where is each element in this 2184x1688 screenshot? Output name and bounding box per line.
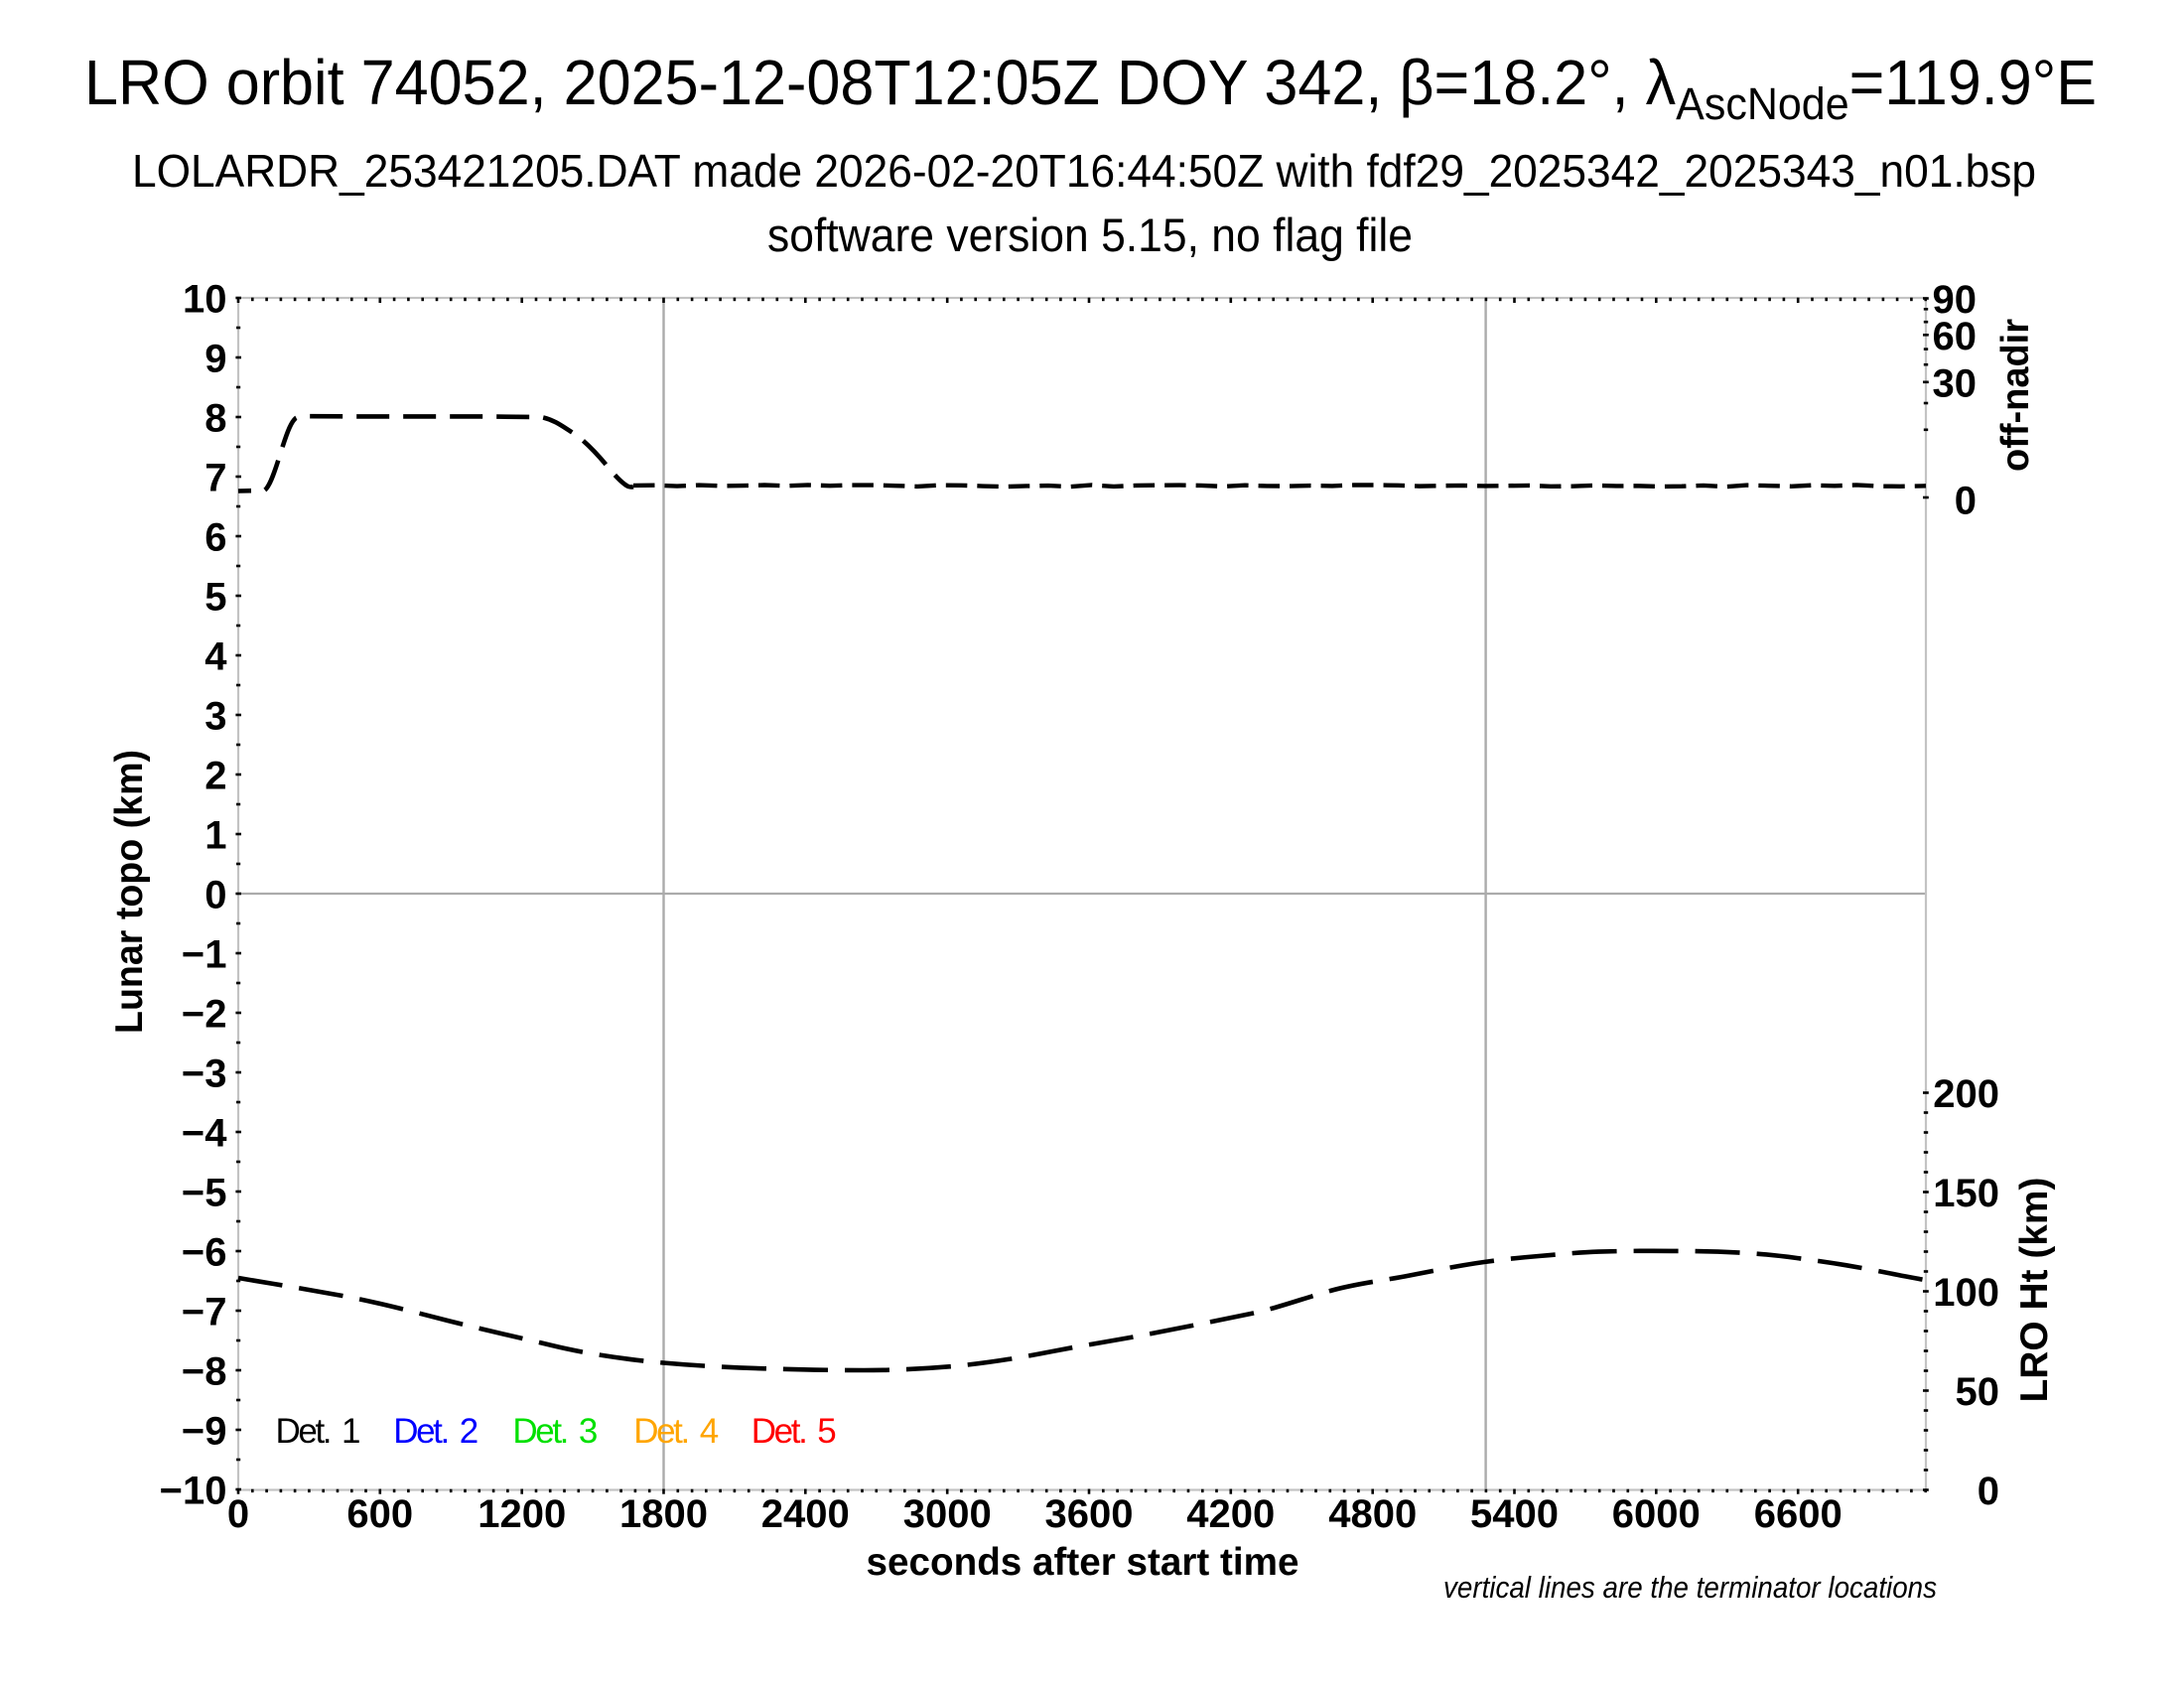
svg-text:−7: −7 [182,1291,227,1335]
svg-text:8: 8 [205,397,226,441]
svg-text:LOLARDR_253421205.DAT made 202: LOLARDR_253421205.DAT made 2026-02-20T16… [132,145,2036,197]
svg-text:−4: −4 [182,1112,227,1156]
svg-text:4800: 4800 [1328,1492,1417,1536]
svg-text:Det.: Det. [751,1412,808,1451]
svg-text:LRO Ht (km): LRO Ht (km) [2013,1178,2056,1403]
svg-text:4: 4 [700,1412,719,1451]
svg-text:200: 200 [1933,1072,1999,1116]
svg-text:1800: 1800 [619,1492,708,1536]
svg-text:−1: −1 [182,933,227,977]
svg-text:−6: −6 [182,1231,227,1275]
svg-text:600: 600 [346,1492,413,1536]
svg-text:software version 5.15, no flag: software version 5.15, no flag file [767,209,1413,261]
svg-text:3: 3 [205,695,226,739]
svg-text:Det.: Det. [393,1412,450,1451]
svg-text:10: 10 [183,278,227,322]
svg-text:60: 60 [1933,315,1978,358]
svg-text:−3: −3 [182,1053,227,1096]
svg-text:5: 5 [817,1412,836,1451]
svg-text:5: 5 [205,576,226,620]
svg-text:6000: 6000 [1612,1492,1701,1536]
svg-text:2: 2 [460,1412,478,1451]
svg-text:2: 2 [205,755,226,798]
svg-text:3000: 3000 [903,1492,992,1536]
svg-text:3: 3 [579,1412,598,1451]
svg-text:off-nadir: off-nadir [1994,319,2037,472]
svg-text:0: 0 [1955,480,1977,523]
svg-text:150: 150 [1933,1172,1999,1215]
svg-text:5400: 5400 [1470,1492,1559,1536]
svg-text:−8: −8 [182,1350,227,1394]
svg-text:−2: −2 [182,993,227,1037]
svg-text:Det.: Det. [276,1412,333,1451]
svg-text:seconds after start time: seconds after start time [867,1541,1299,1584]
svg-text:4200: 4200 [1186,1492,1275,1536]
svg-text:0: 0 [205,874,226,917]
svg-text:7: 7 [205,457,226,500]
svg-text:−5: −5 [182,1172,227,1215]
svg-text:9: 9 [205,338,226,381]
svg-text:90: 90 [1933,278,1978,322]
svg-text:6600: 6600 [1754,1492,1843,1536]
svg-text:−10: −10 [160,1470,227,1513]
svg-text:0: 0 [227,1492,249,1536]
svg-text:−9: −9 [182,1410,227,1454]
svg-text:6: 6 [205,516,226,560]
svg-text:100: 100 [1933,1271,1999,1315]
svg-text:50: 50 [1956,1370,2000,1414]
svg-text:1: 1 [205,814,226,858]
svg-text:30: 30 [1933,361,1978,405]
svg-text:0: 0 [1978,1470,1999,1513]
svg-text:3600: 3600 [1045,1492,1134,1536]
svg-text:2400: 2400 [761,1492,850,1536]
svg-text:1: 1 [341,1412,360,1451]
svg-text:Det.: Det. [633,1412,690,1451]
svg-text:Det.: Det. [512,1412,569,1451]
svg-text:Lunar topo (km): Lunar topo (km) [108,750,151,1034]
svg-text:4: 4 [205,635,227,679]
svg-text:1200: 1200 [478,1492,566,1536]
svg-text:vertical lines are the termina: vertical lines are the terminator locati… [1443,1570,1937,1605]
